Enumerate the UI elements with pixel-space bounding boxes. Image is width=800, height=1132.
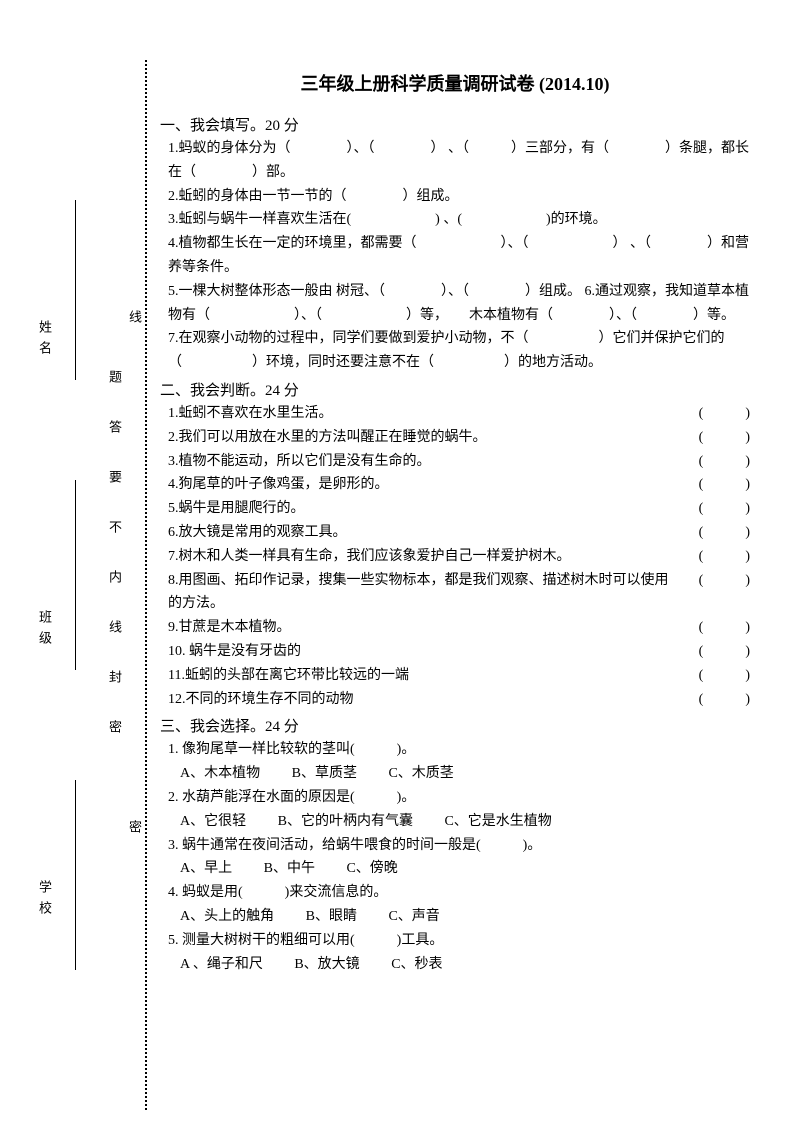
- s3-q4-opts: A、头上的触角 B、眼睛 C、声音: [180, 905, 750, 929]
- label-school: 学校: [35, 880, 54, 922]
- s3-q5-c: C、秒表: [391, 953, 442, 977]
- s3-q2-a: A、它很轻: [180, 810, 246, 834]
- side-underline-1: [75, 200, 76, 380]
- s2-q12: 12.不同的环境生存不同的动物( ): [168, 688, 750, 712]
- s2-q12-text: 12.不同的环境生存不同的动物: [168, 688, 679, 712]
- s2-q6: 6.放大镜是常用的观察工具。( ): [168, 521, 750, 545]
- seal-char-bu: 不: [105, 520, 124, 545]
- s2-q6-text: 6.放大镜是常用的观察工具。: [168, 521, 679, 545]
- seal-char-xian2: 线: [105, 620, 124, 645]
- s1-q5: 5.一棵大树整体形态一般由 树冠、（ ）、（ ）组成。 6.通过观察，我知道草本…: [168, 280, 750, 328]
- seal-char-mi2: 密: [125, 820, 144, 845]
- s3-q1-b: B、草质茎: [292, 762, 357, 786]
- s2-q5-text: 5.蜗牛是用腿爬行的。: [168, 497, 679, 521]
- s3-q3-a: A、早上: [180, 857, 232, 881]
- s3-q5-b: B、放大镜: [294, 953, 359, 977]
- s3-q3-c: C、傍晚: [346, 857, 397, 881]
- s3-q3-opts: A、早上 B、中午 C、傍晚: [180, 857, 750, 881]
- side-underline-2: [75, 480, 76, 670]
- s2-q5: 5.蜗牛是用腿爬行的。( ): [168, 497, 750, 521]
- s2-q11: 11.蚯蚓的头部在离它环带比较远的一端( ): [168, 664, 750, 688]
- s2-q7: 7.树木和人类一样具有生命，我们应该象爱护自己一样爱护树木。( ): [168, 545, 750, 569]
- s2-q9-paren: ( ): [679, 616, 750, 640]
- s2-q7-paren: ( ): [679, 545, 750, 569]
- s3-q5-opts: A 、绳子和尺 B、放大镜 C、秒表: [180, 953, 750, 977]
- s2-q2-paren: ( ): [679, 426, 750, 450]
- s2-q5-paren: ( ): [679, 497, 750, 521]
- s2-q10-text: 10. 蜗牛是没有牙齿的: [168, 640, 679, 664]
- s3-q1-a: A、木本植物: [180, 762, 260, 786]
- s2-q2-text: 2.我们可以用放在水里的方法叫醒正在睡觉的蜗牛。: [168, 426, 679, 450]
- s2-q11-text: 11.蚯蚓的头部在离它环带比较远的一端: [168, 664, 679, 688]
- label-class: 班级: [35, 610, 54, 652]
- s2-q4-paren: ( ): [679, 473, 750, 497]
- s1-q2: 2.蚯蚓的身体由一节一节的（ ）组成。: [168, 185, 750, 209]
- s2-q1-text: 1.蚯蚓不喜欢在水里生活。: [168, 402, 679, 426]
- s1-q3: 3.蚯蚓与蜗牛一样喜欢生活在( ) 、( )的环境。: [168, 208, 750, 232]
- s2-q7-text: 7.树木和人类一样具有生命，我们应该象爱护自己一样爱护树木。: [168, 545, 679, 569]
- s3-q1-opts: A、木本植物 B、草质茎 C、木质茎: [180, 762, 750, 786]
- s2-q9: 9.甘蔗是木本植物。( ): [168, 616, 750, 640]
- s3-q2-c: C、它是水生植物: [444, 810, 551, 834]
- s2-q2: 2.我们可以用放在水里的方法叫醒正在睡觉的蜗牛。( ): [168, 426, 750, 450]
- seal-char-da: 答: [105, 420, 124, 445]
- label-name: 姓名: [35, 320, 54, 362]
- section3-header: 三、我会选择。24 分: [160, 715, 750, 736]
- s2-q1: 1.蚯蚓不喜欢在水里生活。( ): [168, 402, 750, 426]
- s1-q7: 7.在观察小动物的过程中，同学们要做到爱护小动物，不（ ）它们并保护它们的（ ）…: [168, 327, 750, 375]
- section2-header: 二、我会判断。24 分: [160, 379, 750, 400]
- s1-q1: 1.蚂蚁的身体分为（ ）、（ ） 、（ ）三部分，有（ ）条腿，都长在（ ）部。: [168, 137, 750, 185]
- s3-q3-b: B、中午: [264, 857, 315, 881]
- s2-q10-paren: ( ): [679, 640, 750, 664]
- s3-q4-c: C、声音: [388, 905, 439, 929]
- seal-char-mi: 密: [105, 720, 124, 745]
- seal-char-feng: 封: [105, 670, 124, 695]
- s2-q1-paren: ( ): [679, 402, 750, 426]
- s2-q6-paren: ( ): [679, 521, 750, 545]
- s3-q4-b: B、眼睛: [306, 905, 357, 929]
- s2-q3: 3.植物不能运动，所以它们是没有生命的。( ): [168, 450, 750, 474]
- s2-q8-paren: ( ): [679, 569, 750, 617]
- s2-q4: 4.狗尾草的叶子像鸡蛋，是卵形的。( ): [168, 473, 750, 497]
- s2-q12-paren: ( ): [679, 688, 750, 712]
- s2-q8: 8.用图画、拓印作记录，搜集一些实物标本，都是我们观察、描述树木时可以使用的方法…: [168, 569, 750, 617]
- s3-q5-a: A 、绳子和尺: [180, 953, 263, 977]
- main-content: 三年级上册科学质量调研试卷 (2014.10) 一、我会填写。20 分 1.蚂蚁…: [160, 70, 750, 976]
- s3-q1-c: C、木质茎: [388, 762, 453, 786]
- s3-q4-a: A、头上的触角: [180, 905, 274, 929]
- s3-q1: 1. 像狗尾草一样比较软的茎叫( )。: [168, 738, 750, 762]
- s2-q8-text: 8.用图画、拓印作记录，搜集一些实物标本，都是我们观察、描述树木时可以使用的方法…: [168, 569, 679, 617]
- exam-title: 三年级上册科学质量调研试卷 (2014.10): [160, 70, 750, 96]
- s1-q4: 4.植物都生长在一定的环境里，都需要（ ）、（ ） 、（ ）和营养等条件。: [168, 232, 750, 280]
- seal-char-yao: 要: [105, 470, 124, 495]
- seal-char-nei: 内: [105, 570, 124, 595]
- s2-q3-paren: ( ): [679, 450, 750, 474]
- side-label-column: 姓名 班级 学校: [35, 0, 65, 1132]
- s2-q11-paren: ( ): [679, 664, 750, 688]
- section1-header: 一、我会填写。20 分: [160, 114, 750, 135]
- s3-q3: 3. 蜗牛通常在夜间活动，给蜗牛喂食的时间一般是( )。: [168, 834, 750, 858]
- seal-dotted-line: [145, 60, 147, 1110]
- s3-q2-b: B、它的叶柄内有气囊: [278, 810, 413, 834]
- s2-q3-text: 3.植物不能运动，所以它们是没有生命的。: [168, 450, 679, 474]
- s2-q10: 10. 蜗牛是没有牙齿的( ): [168, 640, 750, 664]
- s2-q9-text: 9.甘蔗是木本植物。: [168, 616, 679, 640]
- side-underline-3: [75, 780, 76, 970]
- seal-char-xian: 线: [125, 310, 144, 335]
- s2-q4-text: 4.狗尾草的叶子像鸡蛋，是卵形的。: [168, 473, 679, 497]
- s3-q4: 4. 蚂蚁是用( )来交流信息的。: [168, 881, 750, 905]
- s3-q2-opts: A、它很轻 B、它的叶柄内有气囊 C、它是水生植物: [180, 810, 750, 834]
- seal-char-ti: 题: [105, 370, 124, 395]
- s3-q5: 5. 测量大树树干的粗细可以用( )工具。: [168, 929, 750, 953]
- s3-q2: 2. 水葫芦能浮在水面的原因是( )。: [168, 786, 750, 810]
